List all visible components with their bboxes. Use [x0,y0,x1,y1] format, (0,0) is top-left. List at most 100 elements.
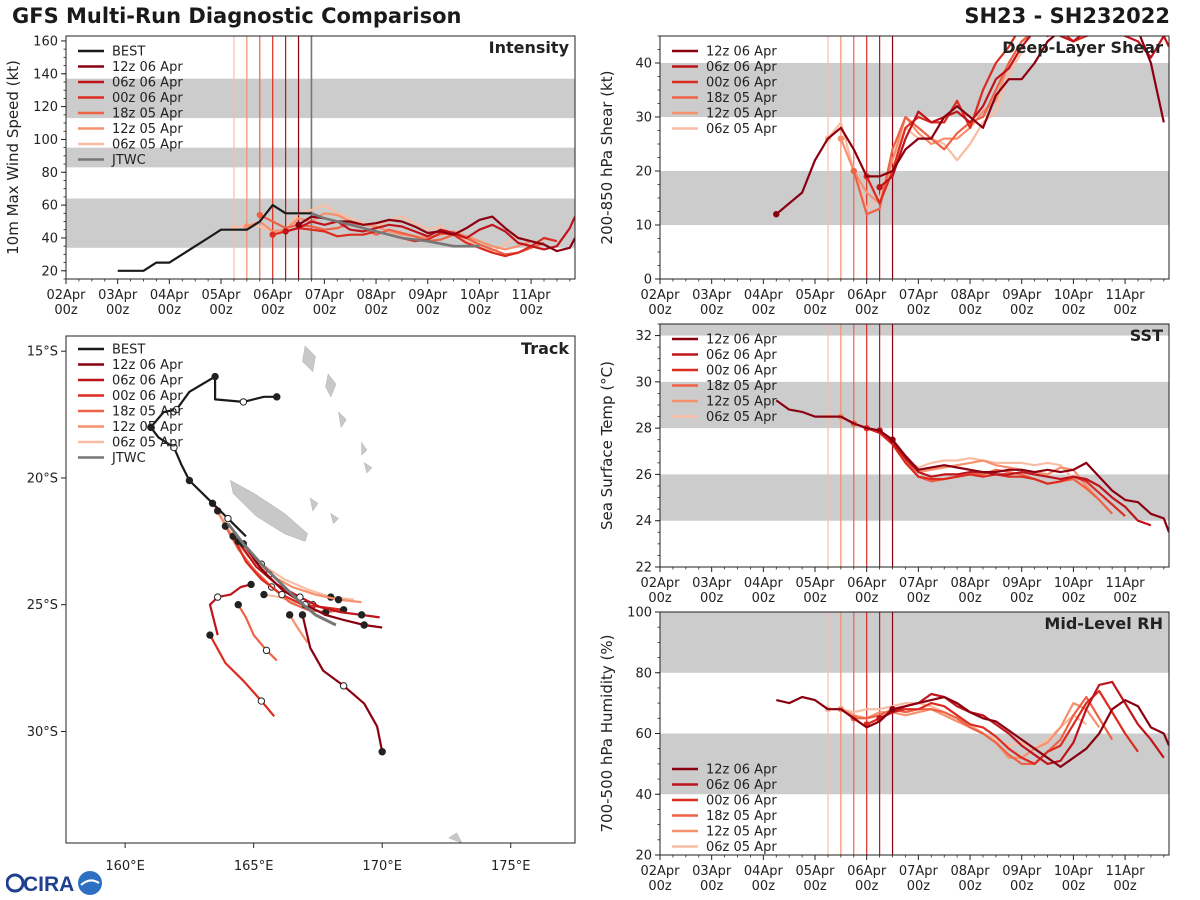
series-line [297,215,575,253]
series-line [891,439,1169,533]
legend-label: 18z 05 Apr [112,405,183,420]
y-tick-label: 120 [33,100,58,115]
x-tick-label: 00z [1010,303,1034,318]
legend-label: 12z 05 Apr [706,107,777,122]
x-tick-label: 07Apr [899,864,939,879]
page-title: GFS Multi-Run Diagnostic Comparison [12,4,462,28]
x-tick-label: 00z [1113,591,1137,606]
x-tick-label: 00z [700,879,724,894]
cira-logo-text: CIRA [23,873,74,896]
x-tick-label: 00z [700,591,724,606]
series-line [865,36,1090,205]
cira-logo-ring [6,873,25,893]
track-marker [206,631,214,639]
legend-label: 06z 06 Apr [706,778,777,793]
y-tick-label: 40 [41,231,58,246]
best-track-marker [185,476,194,485]
x-tick-label: 00z [803,879,827,894]
y-tick-label: 28 [635,422,652,437]
series-line [878,429,1152,527]
x-tick-label: 00z [803,303,827,318]
series-init-marker [256,211,263,219]
best-track-line [775,399,894,441]
x-tick-label: 00z [364,303,388,318]
legend-label: 12z 05 Apr [112,122,183,137]
land-new-caledonia [230,479,308,542]
y-tick-label: 20 [635,849,652,864]
legend-label: JTWC [111,451,146,466]
series-init-marker [876,184,883,191]
best-track-marker [147,423,155,431]
series-init-marker [295,221,302,229]
shade-band [660,733,1169,795]
land-loyalty [309,497,319,512]
x-tick-label: 06Apr [253,288,293,303]
y-tick-label: 100 [33,133,58,148]
x-tick-label: 00z [1010,591,1034,606]
legend-label: 06z 06 Apr [706,348,777,363]
plot-area [147,345,463,843]
panel-shear: 01020304002Apr00z03Apr00z04Apr00z05Apr00… [598,35,1170,318]
x-tick-label: 08Apr [951,288,991,303]
x-tick-label: 11Apr [1106,864,1146,879]
x-tick-label: 04Apr [150,288,190,303]
y-tick-label: 100 [627,606,652,621]
x-tick-label: 00z [1062,591,1086,606]
x-tick-label: 165°E [234,859,274,874]
legend-label: 12z 06 Apr [112,60,183,75]
x-tick-label: 00z [907,591,931,606]
series-line [259,214,545,256]
y-tick-label: 80 [41,166,58,181]
land-vanuatu [361,441,368,456]
x-tick-label: 00z [855,591,879,606]
cira-logo: CIRA [6,871,102,896]
x-tick-label: 00z [648,591,672,606]
land-vanuatu [338,411,347,429]
x-tick-label: 00z [648,879,672,894]
series-line [879,680,1165,766]
x-tick-label: 11Apr [1106,576,1146,591]
x-tick-label: 00z [313,303,337,318]
y-tick-label: 80 [635,666,652,681]
x-tick-label: 06Apr [847,576,887,591]
panel-intensity: 2040608010012014016002Apr00z03Apr00z04Ap… [4,34,576,318]
x-tick-label: 00z [209,303,233,318]
track-marker [334,595,343,604]
land-new-zealand [448,832,463,843]
track-marker [234,601,242,609]
legend-label: 06z 05 Apr [706,840,777,855]
x-tick-label: 02Apr [640,864,680,879]
track-line [208,583,252,636]
x-tick-label: 08Apr [357,288,397,303]
series-line [246,212,532,251]
y-tick-label: 20°S [27,471,58,486]
x-tick-label: 05Apr [796,864,836,879]
x-tick-label: 00z [958,879,982,894]
legend-label: 00z 06 Apr [706,794,777,809]
legend-label: 06z 05 Apr [112,436,183,451]
x-tick-label: 00z [700,303,724,318]
y-tick-label: 20 [635,165,652,180]
track-marker [247,580,255,589]
series-init-marker [837,135,845,142]
x-tick-label: 00z [958,303,982,318]
x-tick-label: 09Apr [1002,864,1042,879]
track-marker [339,682,348,690]
shade-band [66,147,575,168]
x-tick-label: 00z [1113,879,1137,894]
legend-label: 12z 06 Apr [706,763,777,778]
legend-label: 06z 06 Apr [112,374,183,389]
legend-label: 06z 05 Apr [706,410,777,425]
x-tick-label: 09Apr [408,288,448,303]
track-line [237,604,278,662]
x-tick-label: 00z [416,303,440,318]
legend-label: BEST [112,343,145,358]
x-tick-label: 11Apr [512,288,552,303]
legend-label: 06z 05 Apr [112,138,183,153]
x-tick-label: 02Apr [640,576,680,591]
y-tick-label: 40 [635,788,652,803]
y-tick-label: 60 [635,727,652,742]
x-tick-label: 00z [855,879,879,894]
x-tick-label: 00z [1113,303,1137,318]
x-tick-label: 10Apr [1054,864,1094,879]
